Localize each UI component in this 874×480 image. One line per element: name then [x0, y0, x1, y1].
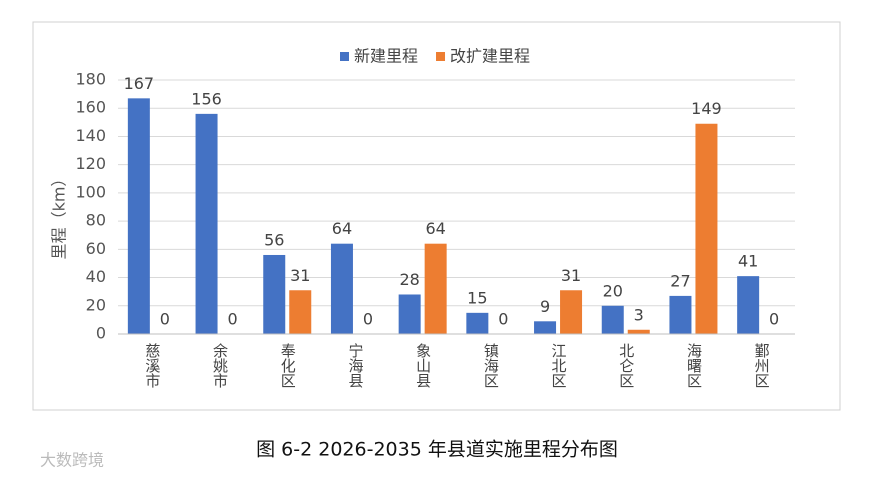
data-label: 20: [603, 281, 623, 300]
bar: [195, 113, 218, 334]
legend-swatch: [340, 52, 349, 61]
data-label: 9: [540, 297, 550, 316]
bar: [466, 312, 489, 334]
bar: [560, 290, 583, 334]
data-label: 15: [467, 288, 487, 307]
x-tick-label: 象山县: [414, 343, 432, 388]
bar: [398, 294, 421, 334]
bar: [627, 329, 650, 334]
data-label: 0: [363, 310, 373, 329]
bar: [127, 98, 150, 334]
y-tick-label: 180: [75, 70, 106, 89]
data-label: 3: [634, 305, 644, 324]
x-tick-label: 宁海县: [346, 343, 364, 388]
data-label: 41: [738, 252, 758, 271]
x-tick-label: 镇海区: [482, 343, 500, 388]
bar: [601, 305, 624, 334]
y-tick-label: 60: [86, 239, 106, 258]
data-label: 149: [691, 99, 722, 118]
bar: [330, 243, 353, 334]
bar: [695, 123, 718, 334]
y-axis-label: 里程（km）: [50, 171, 69, 260]
bar: [289, 290, 312, 334]
bar: [669, 295, 692, 334]
y-tick-label: 40: [86, 267, 106, 286]
caption: 图 6-2 2026-2035 年县道实施里程分布图: [256, 439, 618, 461]
data-label: 27: [670, 271, 690, 290]
x-tick-label: 鄞州区: [753, 343, 771, 388]
data-label: 167: [124, 74, 155, 93]
data-label: 31: [290, 266, 310, 285]
data-label: 0: [227, 310, 237, 329]
x-tick-label: 江北区: [550, 343, 568, 388]
data-label: 64: [332, 219, 352, 238]
bar: [534, 321, 557, 334]
y-tick-label: 140: [75, 126, 106, 145]
data-label: 56: [264, 230, 284, 249]
y-tick-label: 160: [75, 98, 106, 117]
data-label: 31: [561, 266, 581, 285]
x-tick-label: 海曙区: [685, 343, 703, 388]
x-tick-label: 余姚市: [211, 342, 229, 388]
y-tick-label: 120: [75, 154, 106, 173]
bar: [737, 276, 760, 334]
y-tick-label: 20: [86, 295, 106, 314]
x-tick-label: 慈溪市: [143, 343, 161, 388]
bar: [263, 254, 286, 334]
data-label: 64: [425, 219, 445, 238]
data-label: 0: [160, 310, 170, 329]
legend-label: 改扩建里程: [450, 47, 530, 66]
data-label: 0: [498, 310, 508, 329]
legend-label: 新建里程: [354, 47, 418, 66]
x-tick-label: 奉化区: [279, 342, 297, 388]
legend-swatch: [436, 52, 446, 61]
y-tick-label: 80: [86, 211, 106, 230]
data-label: 0: [769, 310, 779, 329]
y-tick-label: 0: [96, 324, 106, 343]
watermark: 大数跨境: [40, 451, 104, 470]
bar: [424, 243, 447, 334]
data-label: 28: [399, 270, 419, 289]
x-tick-label: 北仑区: [617, 343, 635, 388]
y-tick-label: 100: [75, 182, 106, 201]
data-label: 156: [191, 89, 222, 108]
